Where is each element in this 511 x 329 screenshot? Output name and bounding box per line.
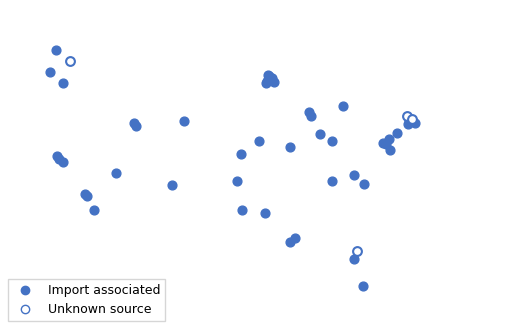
Point — [270, 79, 278, 85]
Point — [338, 103, 346, 109]
Point — [263, 78, 271, 84]
Point — [328, 138, 336, 143]
Point — [403, 113, 411, 118]
Point — [305, 110, 313, 115]
Point — [112, 170, 120, 176]
Point — [291, 236, 299, 241]
Point — [59, 80, 67, 86]
Point — [359, 284, 367, 289]
Point — [353, 249, 361, 254]
Point — [255, 138, 263, 143]
Point — [46, 69, 54, 75]
Point — [379, 140, 387, 145]
Point — [286, 144, 294, 150]
Point — [393, 130, 401, 136]
Point — [265, 74, 273, 79]
Point — [307, 113, 315, 118]
Point — [405, 118, 413, 124]
Point — [52, 48, 60, 53]
Point — [168, 183, 176, 188]
Point — [59, 160, 67, 165]
Point — [268, 75, 276, 80]
Point — [90, 208, 99, 213]
Point — [261, 211, 269, 216]
Point — [385, 137, 393, 142]
Point — [329, 178, 337, 184]
Point — [407, 116, 415, 121]
Point — [132, 124, 140, 129]
Point — [267, 76, 275, 81]
Point — [264, 73, 272, 78]
Point — [265, 75, 273, 80]
Point — [262, 80, 270, 86]
Point — [360, 181, 368, 187]
Point — [238, 208, 246, 213]
Point — [350, 257, 358, 262]
Point — [386, 148, 394, 153]
Point — [81, 191, 89, 196]
Point — [286, 239, 294, 244]
Point — [411, 120, 420, 126]
Point — [233, 178, 241, 184]
Point — [266, 77, 274, 82]
Point — [83, 193, 91, 199]
Point — [55, 156, 63, 162]
Point — [129, 120, 137, 126]
Point — [382, 141, 390, 146]
Point — [316, 131, 324, 137]
Point — [350, 173, 358, 178]
Point — [66, 59, 75, 64]
Point — [180, 118, 189, 124]
Legend: Import associated, Unknown source: Import associated, Unknown source — [8, 279, 165, 321]
Point — [404, 122, 412, 127]
Point — [53, 153, 61, 159]
Point — [237, 151, 245, 156]
